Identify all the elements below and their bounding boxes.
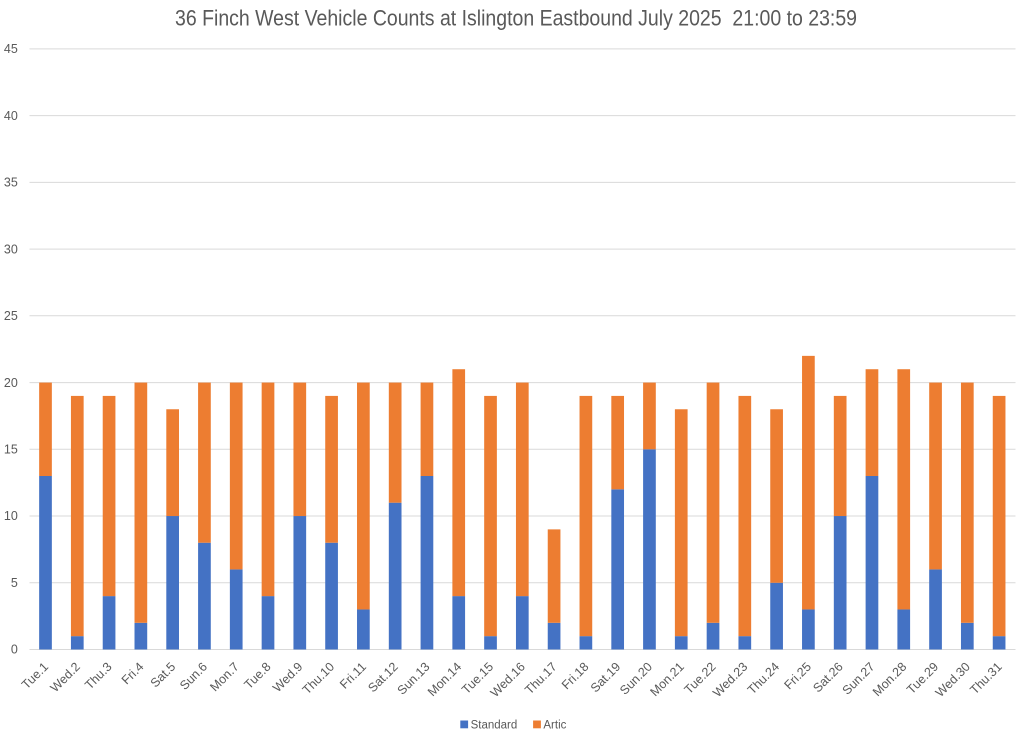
svg-text:20: 20 <box>4 376 18 390</box>
svg-text:40: 40 <box>4 109 18 123</box>
svg-text:36 Finch West Vehicle Counts a: 36 Finch West Vehicle Counts at Islingto… <box>175 6 857 31</box>
svg-text:45: 45 <box>4 42 18 56</box>
svg-text:30: 30 <box>4 242 18 256</box>
svg-text:0: 0 <box>11 643 18 657</box>
svg-text:Standard: Standard <box>471 719 518 731</box>
svg-text:10: 10 <box>4 509 18 523</box>
svg-text:15: 15 <box>4 443 18 457</box>
svg-text:5: 5 <box>11 576 18 590</box>
svg-text:25: 25 <box>4 309 18 323</box>
svg-text:35: 35 <box>4 176 18 190</box>
svg-text:Artic: Artic <box>543 719 566 731</box>
